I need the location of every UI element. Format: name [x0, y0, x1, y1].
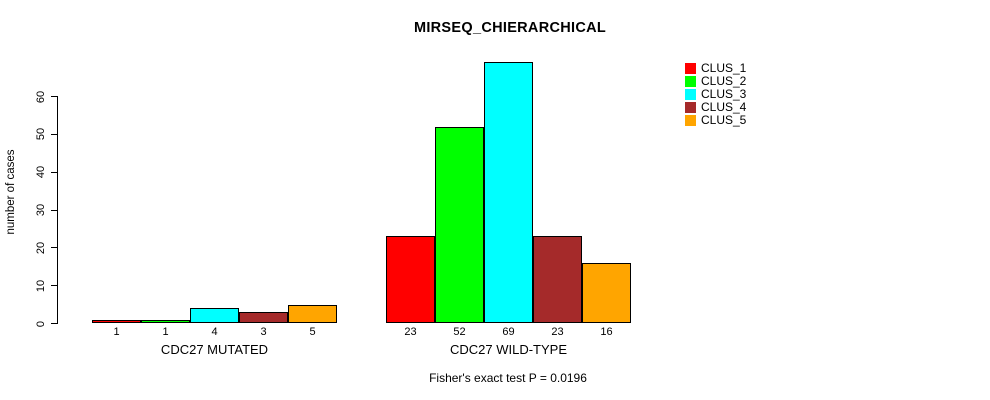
bar-value-label: 23: [551, 326, 564, 338]
y-axis-tick-label: 30: [35, 203, 47, 217]
legend-item: CLUS_5: [685, 114, 746, 127]
legend-swatch-clus_4: [685, 102, 696, 113]
legend-item: CLUS_3: [685, 88, 746, 101]
y-axis-line: [57, 96, 58, 324]
legend-item-label: CLUS_5: [701, 113, 747, 127]
y-axis-tick: [50, 323, 58, 324]
y-axis-tick: [50, 96, 58, 97]
legend-item-label: CLUS_3: [701, 87, 747, 101]
bar-clus_4: [533, 236, 582, 324]
legend-item-label: CLUS_1: [701, 61, 747, 75]
bar-clus_2: [141, 319, 190, 324]
bar-clus_1: [386, 236, 435, 324]
bar-value-label: 16: [600, 326, 613, 338]
legend-swatch-clus_5: [685, 115, 696, 126]
group-label: CDC27 MUTATED: [160, 342, 269, 357]
annotation-text: Fisher's exact test P = 0.0196: [429, 371, 587, 385]
y-axis-tick-label: 10: [35, 279, 47, 292]
bar-clus_5: [582, 262, 631, 324]
bar-clus_1: [92, 319, 141, 324]
group-label: CDC27 WILD-TYPE: [449, 342, 568, 357]
bar-value-label: 1: [113, 326, 120, 338]
y-axis-tick-label: 60: [35, 90, 47, 103]
y-axis-label: number of cases: [5, 149, 17, 235]
bar-value-label: 52: [453, 326, 466, 338]
bar-value-label: 4: [211, 326, 218, 338]
y-axis-tick: [50, 285, 58, 287]
bar-value-label: 5: [309, 326, 316, 338]
legend-swatch-clus_1: [685, 63, 696, 74]
y-axis-tick-label: 20: [35, 241, 47, 254]
y-axis-tick: [50, 133, 58, 135]
chart-title: MIRSEQ_CHIERARCHICAL: [413, 20, 607, 36]
legend-item: CLUS_2: [685, 75, 746, 88]
bar-value-label: 3: [260, 326, 267, 338]
y-axis-tick: [50, 171, 58, 173]
bar-clus_2: [435, 126, 484, 324]
y-axis-tick-label: 0: [35, 320, 47, 327]
legend-swatch-clus_2: [685, 76, 696, 87]
bar-value-label: 1: [162, 326, 169, 338]
bar-value-label: 23: [404, 326, 417, 338]
y-axis-tick: [50, 247, 58, 249]
legend-swatch-clus_3: [685, 89, 696, 100]
bar-clus_3: [190, 308, 239, 324]
y-axis-tick-label: 40: [35, 166, 47, 179]
legend-item: CLUS_1: [685, 62, 746, 75]
bar-clus_5: [288, 304, 337, 324]
legend-item: CLUS_4: [685, 101, 746, 114]
bar-clus_4: [239, 312, 288, 324]
bar-clus_3: [484, 62, 533, 324]
legend-item-label: CLUS_2: [701, 74, 747, 88]
y-axis-tick-label: 50: [35, 128, 47, 141]
legend: CLUS_1 CLUS_2 CLUS_3 CLUS_4 CLUS_5: [685, 62, 746, 127]
y-axis-tick: [50, 209, 58, 211]
legend-item-label: CLUS_4: [701, 100, 747, 114]
bar-value-label: 69: [502, 326, 515, 338]
